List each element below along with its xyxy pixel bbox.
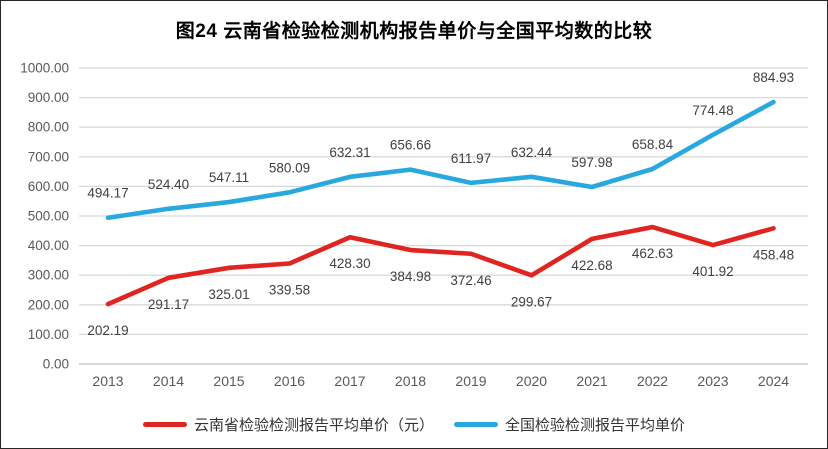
data-label: 632.44 — [511, 145, 553, 160]
y-tick-label: 600.00 — [28, 179, 69, 194]
data-label: 658.84 — [632, 137, 674, 152]
data-label: 428.30 — [329, 256, 370, 271]
x-tick-label: 2016 — [274, 373, 305, 389]
x-tick-label: 2024 — [758, 373, 789, 389]
data-label: 597.98 — [571, 155, 612, 170]
data-label: 325.01 — [208, 287, 249, 302]
data-label: 611.97 — [451, 151, 491, 166]
data-label: 401.92 — [692, 264, 733, 279]
y-tick-label: 200.00 — [28, 297, 69, 312]
y-tick-label: 300.00 — [28, 268, 69, 283]
data-label: 291.17 — [148, 297, 189, 312]
chart-title: 图24 云南省检验检测机构报告单价与全国平均数的比较 — [175, 21, 653, 42]
x-tick-label: 2022 — [637, 373, 668, 389]
data-label: 462.63 — [632, 246, 673, 261]
data-label: 202.19 — [87, 323, 128, 338]
y-tick-label: 800.00 — [28, 120, 69, 135]
y-tick-label: 900.00 — [28, 90, 69, 105]
y-tick-label: 0.00 — [43, 357, 69, 372]
data-label: 299.67 — [511, 294, 552, 309]
data-label: 422.68 — [571, 258, 612, 273]
data-label: 547.11 — [209, 170, 249, 185]
data-label: 580.09 — [269, 160, 310, 175]
x-tick-label: 2020 — [516, 373, 547, 389]
data-label: 494.17 — [87, 186, 128, 201]
x-tick-label: 2014 — [153, 373, 184, 389]
yunnan-series-swatch-icon — [142, 422, 187, 427]
series-line-national — [105, 99, 776, 221]
y-tick-label: 1000.00 — [20, 61, 69, 76]
chart-legend: 云南省检验检测报告平均单价（元） 全国检验检测报告平均单价 — [1, 414, 827, 435]
yunnan-series-label: 云南省检验检测报告平均单价（元） — [193, 417, 434, 434]
x-tick-label: 2015 — [213, 373, 244, 389]
data-label: 384.98 — [390, 269, 431, 284]
national-series-label: 全国检验检测报告平均单价 — [505, 417, 686, 434]
data-label: 774.48 — [692, 103, 733, 118]
y-tick-label: 500.00 — [28, 209, 69, 224]
data-label: 524.40 — [148, 177, 189, 192]
data-label: 339.58 — [269, 282, 310, 297]
data-label: 372.46 — [450, 273, 491, 288]
legend-item-yunnan: 云南省检验检测报告平均单价（元） — [142, 414, 434, 435]
x-tick-label: 2017 — [334, 373, 365, 389]
x-tick-label: 2013 — [92, 373, 123, 389]
legend-item-national: 全国检验检测报告平均单价 — [454, 414, 685, 435]
data-label: 458.48 — [753, 247, 794, 262]
data-label: 632.31 — [329, 145, 370, 160]
x-tick-label: 2019 — [455, 373, 486, 389]
x-tick-label: 2021 — [576, 373, 607, 389]
x-tick-label: 2023 — [697, 373, 728, 389]
data-label: 656.66 — [390, 138, 431, 153]
series-line-yunnan — [105, 224, 776, 307]
y-tick-label: 700.00 — [28, 149, 69, 164]
national-series-swatch-icon — [454, 422, 498, 427]
y-tick-label: 100.00 — [28, 327, 69, 342]
data-label: 884.93 — [753, 70, 794, 85]
y-tick-label: 400.00 — [28, 238, 69, 253]
x-tick-label: 2018 — [395, 373, 426, 389]
